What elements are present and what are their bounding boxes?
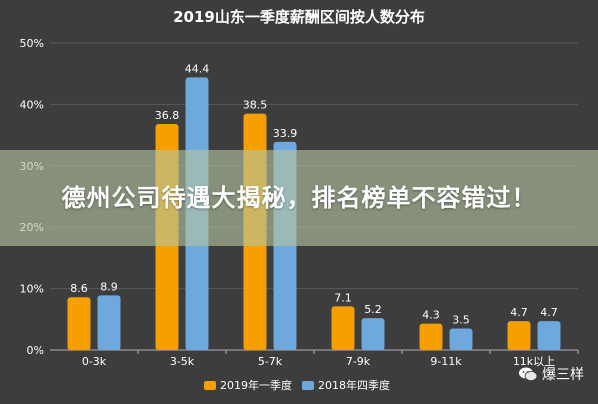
x-axis: 0-3k 3-5k 5-7k 7-9k 9-11k 11k以上 xyxy=(82,350,579,368)
data-labels: 8.6 8.9 36.8 44.4 38.5 33.9 7.1 5.2 4.3 3.5 4.7 4.7 xyxy=(70,62,558,326)
data-label: 38.5 xyxy=(243,99,268,112)
data-label: 7.1 xyxy=(334,291,352,304)
data-label: 5.2 xyxy=(364,303,382,316)
y-tick-label: 50% xyxy=(20,37,44,50)
data-label: 33.9 xyxy=(273,127,298,140)
data-label: 36.8 xyxy=(155,109,180,122)
data-label: 44.4 xyxy=(185,62,210,75)
watermark: 爆三样 xyxy=(518,364,584,384)
x-tick-label: 5-7k xyxy=(258,355,283,368)
legend-label: 2018年四季度 xyxy=(318,378,390,392)
data-label: 3.5 xyxy=(452,314,470,327)
x-tick-label: 7-9k xyxy=(346,355,371,368)
x-tick-label: 3-5k xyxy=(170,355,195,368)
bar xyxy=(537,321,561,350)
bar xyxy=(97,295,121,350)
x-tick-label: 9-11k xyxy=(430,355,462,368)
x-tick-label: 0-3k xyxy=(82,355,107,368)
wechat-icon xyxy=(519,367,538,381)
y-tick-label: 0% xyxy=(27,344,44,357)
bar xyxy=(361,318,385,350)
headline-banner: 德州公司待遇大揭秘，排名榜单不容错过！ xyxy=(0,150,598,246)
bar xyxy=(419,323,443,350)
bar xyxy=(331,306,355,350)
data-label: 8.6 xyxy=(70,282,88,295)
data-label: 4.7 xyxy=(540,306,558,319)
legend-label: 2019年一季度 xyxy=(220,378,292,392)
data-label: 4.7 xyxy=(510,306,528,319)
y-tick-label: 10% xyxy=(20,283,44,296)
data-label: 4.3 xyxy=(422,309,440,322)
watermark-text: 爆三样 xyxy=(542,367,584,383)
y-tick-label: 40% xyxy=(20,98,44,111)
legend-swatch xyxy=(302,381,314,390)
bar xyxy=(449,328,473,350)
data-label: 8.9 xyxy=(100,280,118,293)
chart-title: 2019山东一季度薪酬区间按人数分布 xyxy=(173,8,425,26)
bar xyxy=(507,321,531,350)
legend: 2019年一季度 2018年四季度 xyxy=(204,378,390,392)
x-tick-label: 11k以上 xyxy=(513,355,555,368)
legend-swatch xyxy=(204,381,216,390)
headline-text: 德州公司待遇大揭秘，排名榜单不容错过！ xyxy=(61,184,537,212)
bar xyxy=(67,297,91,350)
